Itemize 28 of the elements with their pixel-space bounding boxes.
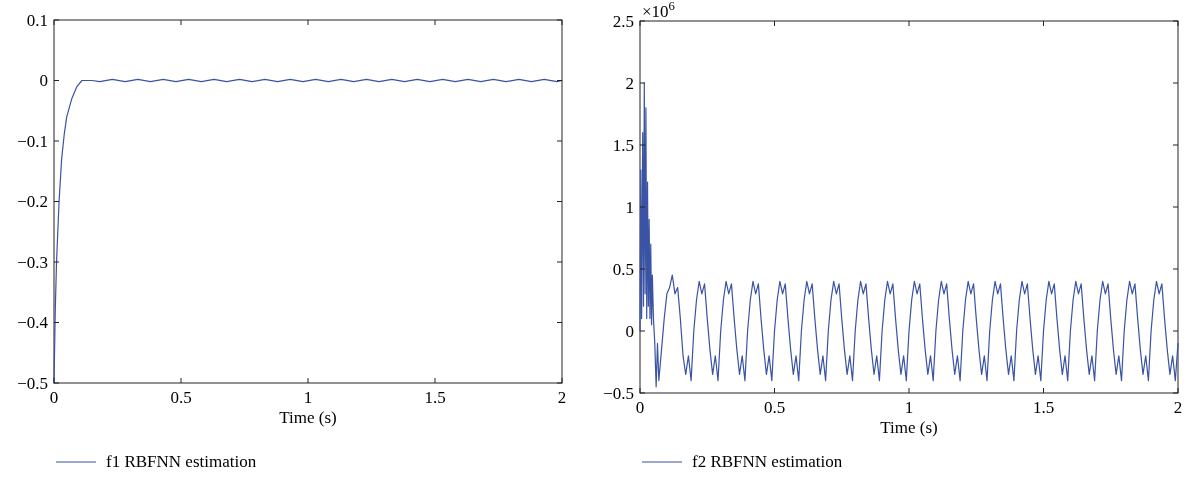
- y-tick-label: −0.2: [17, 192, 48, 212]
- x-axis-title: Time (s): [880, 418, 938, 437]
- y-tick-label: 1.5: [612, 135, 634, 155]
- x-tick-label: 2: [557, 388, 567, 407]
- line-series: [639, 82, 1179, 388]
- y-tick-label: −0.5: [17, 373, 48, 393]
- x-axis-title: Time (s): [279, 408, 337, 427]
- y-tick-label: −0.3: [17, 252, 48, 272]
- legend-label: f2 RBFNN estimation: [692, 452, 843, 471]
- legend-label: f1 RBFNN estimation: [106, 452, 257, 471]
- x-tick-label: 2: [1173, 398, 1183, 417]
- y-tick-label: 0: [625, 321, 634, 341]
- x-tick-label: 1: [904, 398, 914, 417]
- y-tick-label: 0.5: [612, 259, 634, 279]
- y-tick-label: 1: [625, 197, 634, 217]
- x-tick-label: 1.5: [424, 388, 446, 407]
- x-tick-label: 0.5: [763, 398, 786, 417]
- y-tick-label: 2.5: [612, 11, 634, 31]
- x-tick-label: 0.5: [170, 388, 192, 407]
- x-tick-label: 1.5: [1032, 398, 1055, 417]
- annotation: ×10$^{6}$: [642, 0, 675, 21]
- y-tick-label: −0.4: [17, 313, 49, 333]
- y-tick-label: −0.5: [603, 383, 634, 403]
- y-tick-label: −0.1: [17, 131, 48, 151]
- x-tick-label: 1: [303, 388, 313, 407]
- y-tick-label: 0.1: [26, 10, 48, 30]
- y-tick-label: 0: [39, 71, 48, 91]
- y-tick-label: 2: [625, 73, 634, 93]
